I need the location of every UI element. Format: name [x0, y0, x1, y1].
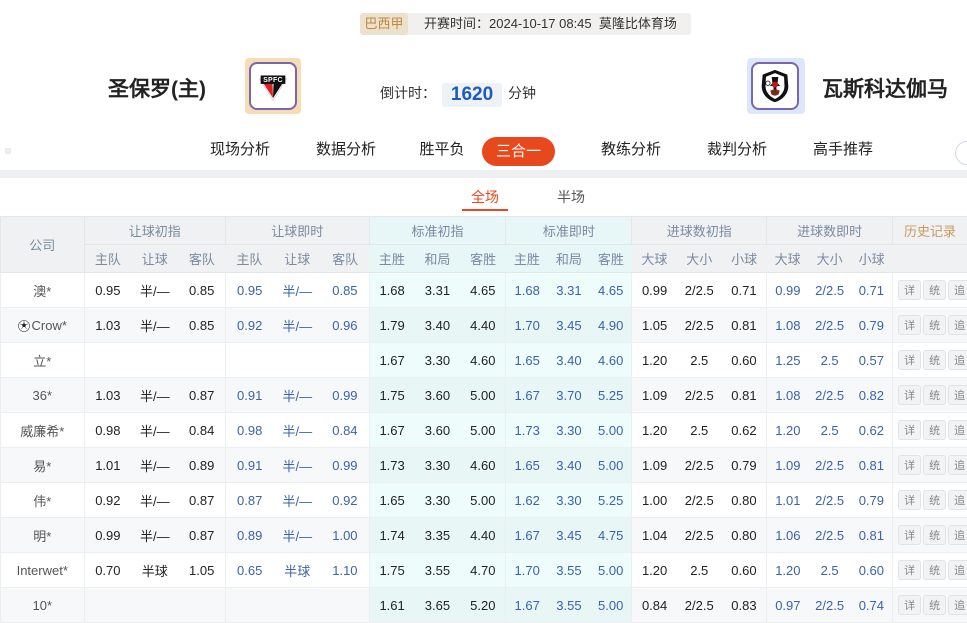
- svg-text:SPFC: SPFC: [263, 77, 283, 84]
